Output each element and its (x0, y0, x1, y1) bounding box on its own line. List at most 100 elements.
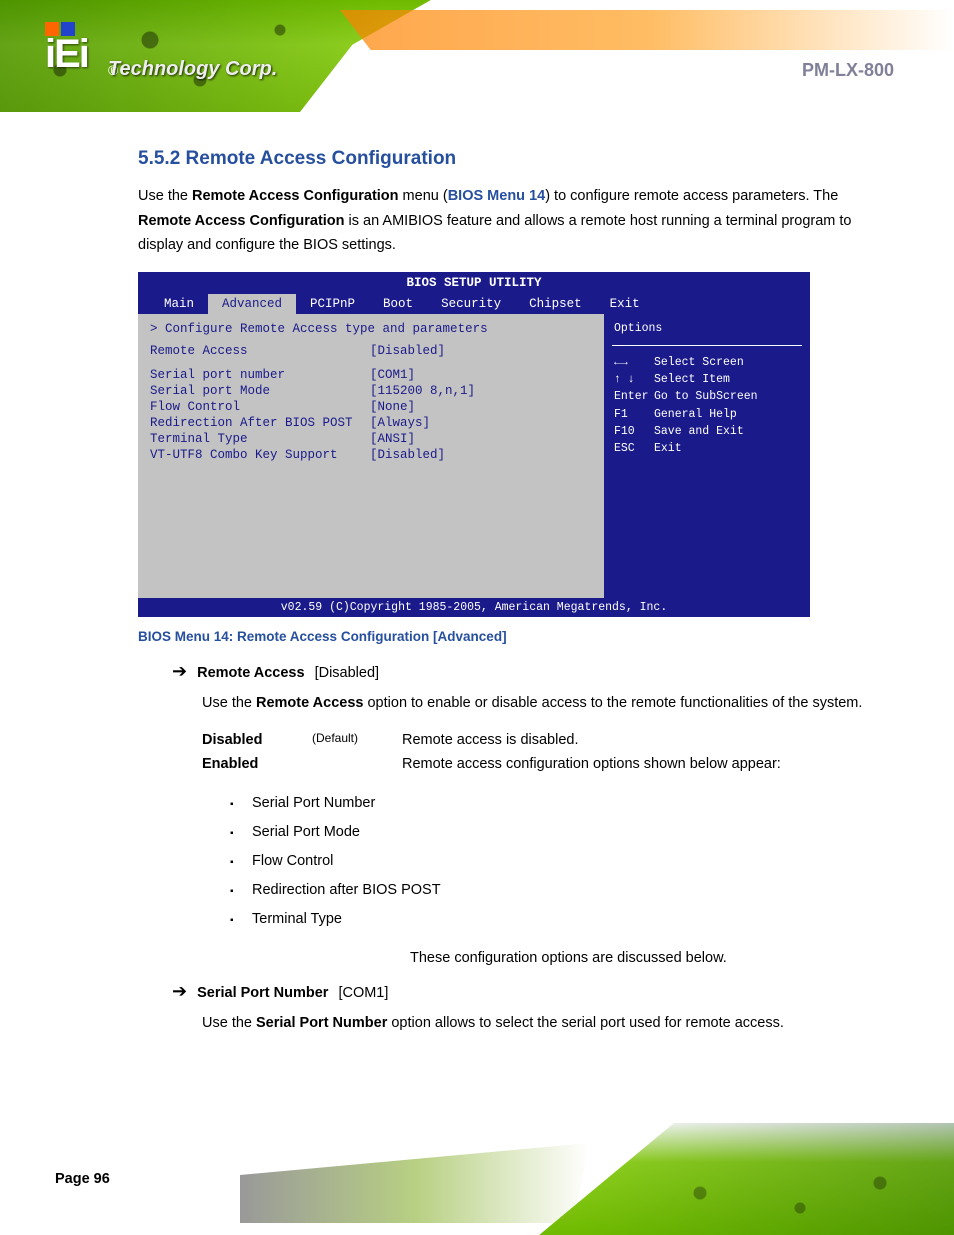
bios-label-6: VT-UTF8 Combo Key Support (150, 448, 370, 462)
disabled-enabled-table: Disabled (Default) Remote access is disa… (202, 728, 894, 777)
option-name-0: Remote Access (197, 665, 304, 681)
bios-tab-exit[interactable]: Exit (596, 294, 654, 314)
bios-row-2[interactable]: Serial port Mode[115200 8,n,1] (150, 384, 592, 398)
arrows-ud-icon: ↑ ↓ (614, 371, 654, 388)
bios-key-sym-4: F10 (614, 423, 654, 440)
enabled-item-4: Terminal Type (230, 905, 894, 934)
bios-key-sym-5: ESC (614, 440, 654, 457)
bios-label-5: Terminal Type (150, 432, 370, 446)
table-row-enabled: Enabled Remote access configuration opti… (202, 752, 894, 777)
bios-key-1: ↑ ↓Select Item (614, 371, 800, 388)
bios-val-4: [Always] (370, 416, 430, 430)
header-banner: iEi ® Technology Corp. PM-LX-800 (0, 0, 954, 112)
bios-val-1: [COM1] (370, 368, 415, 382)
enabled-item-3: Redirection after BIOS POST (230, 876, 894, 905)
bios-tab-advanced[interactable]: Advanced (208, 294, 296, 314)
bios-row-3[interactable]: Flow Control[None] (150, 400, 592, 414)
option-body-1: Use the Serial Port Number option allows… (202, 1011, 894, 1036)
logo-subtitle: Technology Corp. (108, 58, 277, 81)
opt0-post: option to enable or disable access to th… (363, 695, 862, 711)
logo-text: iEi (45, 36, 88, 72)
bios-right-pane: Options ←→Select Screen ↑ ↓Select Item E… (604, 314, 810, 598)
bios-tabs: Main Advanced PCIPnP Boot Security Chips… (138, 294, 810, 314)
bios-key-desc-0: Select Screen (654, 354, 800, 371)
bios-tab-chipset[interactable]: Chipset (515, 294, 596, 314)
intro-pre: Use the (138, 188, 192, 204)
intro-bold2: Remote Access Configuration (138, 213, 345, 229)
bios-key-0: ←→Select Screen (614, 354, 800, 371)
opt1-mid: Serial Port Number (256, 1015, 387, 1031)
bios-val-0: [Disabled] (370, 344, 445, 358)
bios-row-6[interactable]: VT-UTF8 Combo Key Support[Disabled] (150, 448, 592, 462)
intro-bold: Remote Access Configuration (192, 188, 399, 204)
bios-caption: BIOS Menu 14: Remote Access Configuratio… (138, 629, 894, 644)
footer-banner: Page 96 (0, 1123, 954, 1235)
bios-submenu-title: Configure Remote Access type and paramet… (150, 322, 592, 336)
bios-title: BIOS SETUP UTILITY (138, 272, 810, 294)
option-default-1: [COM1] (338, 985, 388, 1001)
bios-help-separator (612, 345, 802, 346)
enabled-item-2: Flow Control (230, 847, 894, 876)
bios-key-desc-5: Exit (654, 440, 800, 457)
bios-left-pane: Configure Remote Access type and paramet… (138, 314, 604, 598)
opt0-pre: Use the (202, 695, 256, 711)
bios-footer: v02.59 (C)Copyright 1985-2005, American … (138, 598, 810, 617)
intro-mid: menu ( (399, 188, 448, 204)
bios-label-0: Remote Access (150, 344, 370, 358)
bios-key-2: EnterGo to SubScreen (614, 388, 800, 405)
option-body-0: Use the Remote Access option to enable o… (202, 691, 894, 716)
bios-key-desc-1: Select Item (654, 371, 800, 388)
bios-val-3: [None] (370, 400, 415, 414)
bios-key-sym-3: F1 (614, 406, 654, 423)
bios-tab-main[interactable]: Main (150, 294, 208, 314)
table-right-0: Remote access is disabled. (402, 728, 894, 753)
bios-val-5: [ANSI] (370, 432, 415, 446)
bios-key-3: F1General Help (614, 406, 800, 423)
bios-tab-pcipnp[interactable]: PCIPnP (296, 294, 369, 314)
bios-row-1[interactable]: Serial port number[COM1] (150, 368, 592, 382)
bios-label-3: Flow Control (150, 400, 370, 414)
arrow-right-icon: ➔ (172, 662, 187, 680)
bios-panel: BIOS SETUP UTILITY Main Advanced PCIPnP … (138, 272, 810, 617)
bios-help-line-0: Options (614, 322, 800, 337)
bios-key-desc-4: Save and Exit (654, 423, 800, 440)
bios-tab-security[interactable]: Security (427, 294, 515, 314)
intro-post: ) to configure remote access parameters.… (545, 188, 838, 204)
bios-label-4: Redirection After BIOS POST (150, 416, 370, 430)
bios-val-6: [Disabled] (370, 448, 445, 462)
bios-tab-boot[interactable]: Boot (369, 294, 427, 314)
option-name-1: Serial Port Number (197, 985, 328, 1001)
bios-key-sym-2: Enter (614, 388, 654, 405)
bios-row-5[interactable]: Terminal Type[ANSI] (150, 432, 592, 446)
header-swoosh-orange (340, 10, 954, 50)
bios-key-5: ESCExit (614, 440, 800, 457)
bios-val-2: [115200 8,n,1] (370, 384, 475, 398)
opt1-pre: Use the (202, 1015, 256, 1031)
table-default-marker: (Default) (312, 728, 402, 753)
section-intro: Use the Remote Access Configuration menu… (138, 184, 894, 258)
table-left-1: Enabled (202, 752, 312, 777)
arrows-lr-icon: ←→ (614, 354, 654, 371)
bios-body: Configure Remote Access type and paramet… (138, 314, 810, 598)
opt1-post: option allows to select the serial port … (387, 1015, 784, 1031)
enabled-item-1: Serial Port Mode (230, 818, 894, 847)
bios-key-desc-2: Go to SubScreen (654, 388, 800, 405)
table-right-1: Remote access configuration options show… (402, 752, 894, 777)
option-head-0: ➔ Remote Access [Disabled] (172, 662, 894, 681)
option-default-0: [Disabled] (315, 665, 379, 681)
table-left-0: Disabled (202, 728, 312, 753)
bios-label-2: Serial port Mode (150, 384, 370, 398)
bios-key-4: F10Save and Exit (614, 423, 800, 440)
option-serial-port-number: ➔ Serial Port Number [COM1] Use the Seri… (172, 982, 894, 1036)
arrow-right-icon: ➔ (172, 982, 187, 1000)
opt0-mid: Remote Access (256, 695, 363, 711)
bios-row-4[interactable]: Redirection After BIOS POST[Always] (150, 416, 592, 430)
logo: iEi (45, 22, 88, 72)
page-number: Page 96 (55, 1171, 110, 1187)
enabled-item-0: Serial Port Number (230, 789, 894, 818)
option-remote-access: ➔ Remote Access [Disabled] Use the Remot… (172, 662, 894, 716)
bios-key-desc-3: General Help (654, 406, 800, 423)
bios-row-0[interactable]: Remote Access[Disabled] (150, 344, 592, 358)
enabled-items-list: Serial Port Number Serial Port Mode Flow… (230, 789, 894, 934)
page-content: 5.5.2 Remote Access Configuration Use th… (0, 112, 954, 1035)
